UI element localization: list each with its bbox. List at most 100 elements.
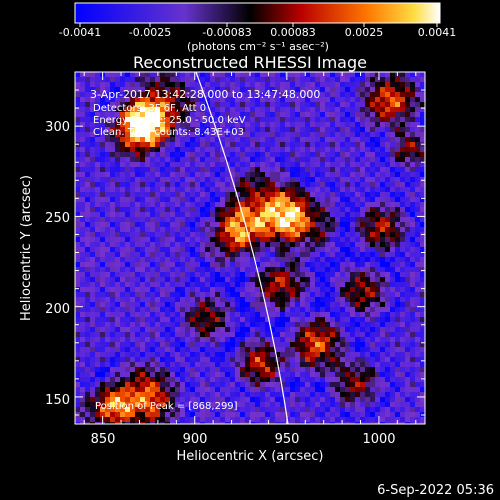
heatmap-cell [355, 397, 360, 402]
heatmap-cell [400, 307, 405, 312]
heatmap-cell [110, 177, 115, 182]
heatmap-cell [380, 177, 385, 182]
heatmap-cell [355, 227, 360, 232]
heatmap-cell [355, 92, 360, 97]
heatmap-cell [290, 322, 295, 327]
heatmap-cell [410, 122, 415, 127]
heatmap-cell [215, 307, 220, 312]
heatmap-cell [370, 317, 375, 322]
heatmap-cell [235, 367, 240, 372]
heatmap-cell [360, 412, 365, 417]
heatmap-cell [415, 402, 420, 407]
heatmap-cell [255, 97, 260, 102]
heatmap-cell [175, 162, 180, 167]
heatmap-cell [120, 362, 125, 367]
heatmap-cell [325, 252, 330, 257]
heatmap-cell [195, 277, 200, 282]
heatmap-cell [320, 362, 325, 367]
heatmap-cell [255, 322, 260, 327]
heatmap-cell [150, 132, 155, 137]
heatmap-cell [415, 152, 420, 157]
heatmap-cell [95, 127, 100, 132]
heatmap-cell [350, 122, 355, 127]
heatmap-cell [295, 212, 300, 217]
heatmap-cell [340, 347, 345, 352]
heatmap-cell [280, 122, 285, 127]
heatmap-cell [250, 312, 255, 317]
heatmap-cell [250, 347, 255, 352]
heatmap-cell [370, 422, 375, 424]
heatmap-cell [145, 177, 150, 182]
heatmap-cell [190, 182, 195, 187]
heatmap-cell [300, 252, 305, 257]
heatmap-cell [75, 307, 80, 312]
heatmap-cell [300, 102, 305, 107]
heatmap-cell [95, 342, 100, 347]
heatmap-cell [290, 162, 295, 167]
solar-limb-line [195, 72, 289, 424]
heatmap-cell [255, 277, 260, 282]
heatmap-cell [290, 297, 295, 302]
heatmap-cell [180, 312, 185, 317]
heatmap-cell [395, 307, 400, 312]
heatmap-cell [185, 157, 190, 162]
heatmap-cell [370, 337, 375, 342]
heatmap-cell [185, 177, 190, 182]
heatmap-cell [420, 352, 425, 357]
heatmap-cell [90, 402, 95, 407]
heatmap-cell [140, 387, 145, 392]
heatmap-cell [175, 187, 180, 192]
heatmap-cell [280, 352, 285, 357]
heatmap-cell [200, 72, 205, 77]
heatmap-cell [275, 87, 280, 92]
heatmap-cell [300, 412, 305, 417]
heatmap-cell [215, 367, 220, 372]
heatmap-cell [340, 177, 345, 182]
heatmap-cell [255, 357, 260, 362]
heatmap-cell [385, 407, 390, 412]
heatmap-cell [415, 172, 420, 177]
heatmap-cell [85, 422, 90, 424]
heatmap-cell [335, 102, 340, 107]
heatmap-cell [150, 237, 155, 242]
heatmap-cell [265, 347, 270, 352]
heatmap-cell [335, 167, 340, 172]
heatmap-cell [400, 112, 405, 117]
heatmap-cell [90, 337, 95, 342]
heatmap-cell [180, 352, 185, 357]
heatmap-cell [125, 127, 130, 132]
heatmap-cell [275, 332, 280, 337]
heatmap-cell [200, 82, 205, 87]
heatmap-cell [265, 342, 270, 347]
heatmap-cell [195, 377, 200, 382]
heatmap-cell [320, 402, 325, 407]
heatmap-cell [245, 392, 250, 397]
heatmap-cell [335, 327, 340, 332]
heatmap-cell [75, 77, 80, 82]
heatmap-cell [365, 132, 370, 137]
heatmap-cell [105, 312, 110, 317]
heatmap-cell [295, 147, 300, 152]
heatmap-cell [260, 182, 265, 187]
heatmap-cell [365, 222, 370, 227]
heatmap-cell [215, 92, 220, 97]
heatmap-cell [390, 72, 395, 77]
heatmap-cell [115, 132, 120, 137]
heatmap-cell [200, 407, 205, 412]
heatmap-cell [315, 362, 320, 367]
heatmap-cell [170, 357, 175, 362]
heatmap-cell [420, 227, 425, 232]
heatmap-cell [215, 142, 220, 147]
heatmap-cell [230, 132, 235, 137]
heatmap-cell [135, 177, 140, 182]
heatmap-cell [370, 417, 375, 422]
heatmap-cell [125, 87, 130, 92]
heatmap-cell [300, 202, 305, 207]
heatmap-cell [220, 272, 225, 277]
heatmap-cell [240, 382, 245, 387]
heatmap-cell [180, 182, 185, 187]
heatmap-cell [390, 162, 395, 167]
heatmap-cell [240, 112, 245, 117]
heatmap-cell [210, 147, 215, 152]
heatmap-cell [190, 357, 195, 362]
